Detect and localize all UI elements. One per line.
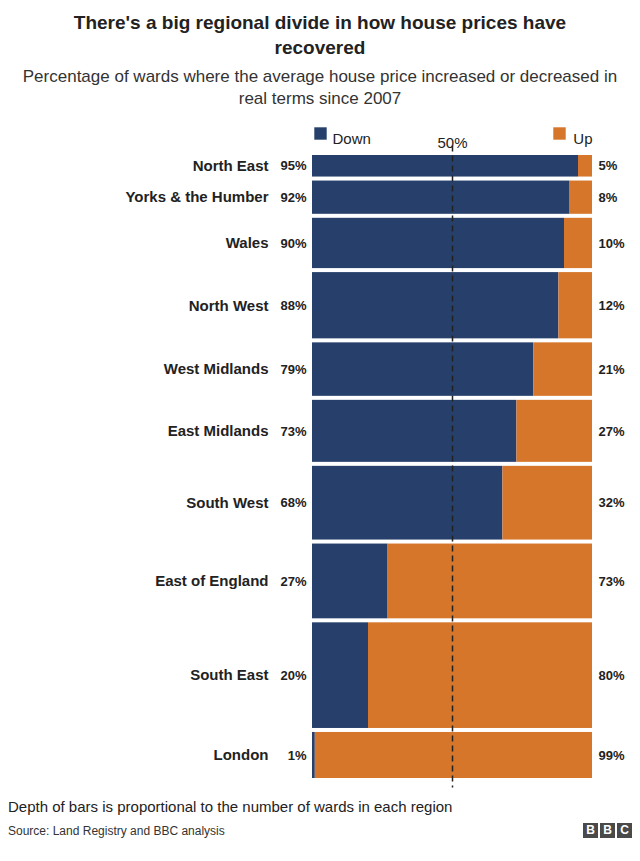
svg-text:88%: 88% xyxy=(280,298,306,313)
svg-text:90%: 90% xyxy=(280,236,306,251)
svg-text:73%: 73% xyxy=(599,574,625,589)
svg-text:London: London xyxy=(214,746,269,763)
html-text:B: B xyxy=(603,823,612,837)
svg-text:East of England: East of England xyxy=(155,572,268,589)
svg-text:80%: 80% xyxy=(599,668,625,683)
svg-text:North West: North West xyxy=(189,297,269,314)
svg-text:Yorks & the Humber: Yorks & the Humber xyxy=(125,188,268,205)
svg-text:South East: South East xyxy=(190,666,268,683)
svg-text:Down: Down xyxy=(333,130,371,147)
html-text:C: C xyxy=(620,823,629,837)
svg-text:20%: 20% xyxy=(280,668,306,683)
html-text:Percentage of wards where the: Percentage of wards where the average ho… xyxy=(22,67,618,108)
svg-text:5%: 5% xyxy=(599,158,618,173)
svg-text:27%: 27% xyxy=(280,574,306,589)
svg-text:68%: 68% xyxy=(280,495,306,510)
svg-text:Up: Up xyxy=(573,130,592,147)
html-text:Source: Land Registry and BBC: Source: Land Registry and BBC analysis xyxy=(8,823,225,838)
svg-text:10%: 10% xyxy=(599,236,625,251)
svg-text:95%: 95% xyxy=(280,158,306,173)
svg-text:79%: 79% xyxy=(280,362,306,377)
svg-text:27%: 27% xyxy=(599,423,625,438)
html-text:There's a big regional divide: There's a big regional divide in how hou… xyxy=(73,12,567,58)
svg-text:32%: 32% xyxy=(599,495,625,510)
svg-text:12%: 12% xyxy=(599,298,625,313)
svg-text:21%: 21% xyxy=(599,362,625,377)
svg-text:1%: 1% xyxy=(288,748,307,763)
svg-text:50%: 50% xyxy=(437,134,467,151)
svg-text:73%: 73% xyxy=(280,423,306,438)
svg-text:West Midlands: West Midlands xyxy=(164,360,269,377)
html-text:Depth of bars is proportional: Depth of bars is proportional to the num… xyxy=(8,798,453,815)
html-text:B: B xyxy=(586,823,595,837)
svg-text:North East: North East xyxy=(193,157,269,174)
svg-text:East Midlands: East Midlands xyxy=(168,422,269,439)
svg-text:8%: 8% xyxy=(599,190,618,205)
svg-text:99%: 99% xyxy=(599,748,625,763)
svg-text:South West: South West xyxy=(186,494,268,511)
svg-text:Wales: Wales xyxy=(226,234,269,251)
svg-text:92%: 92% xyxy=(280,190,306,205)
